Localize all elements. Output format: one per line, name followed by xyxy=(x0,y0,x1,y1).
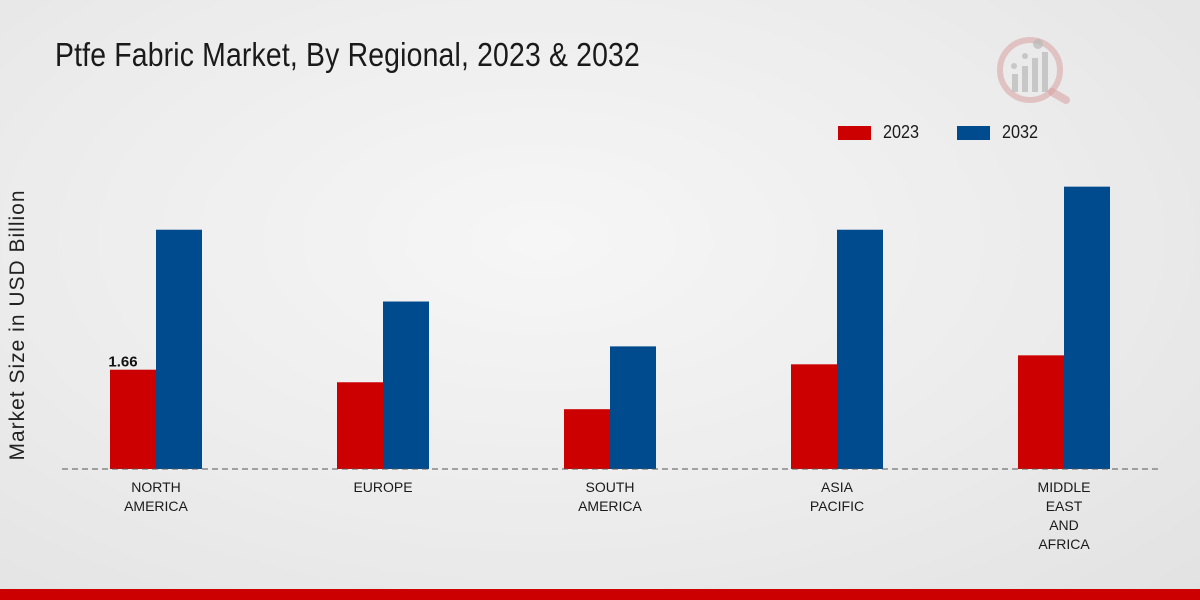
legend-label-2023: 2023 xyxy=(883,122,920,142)
brand-logo-icon xyxy=(997,37,1070,104)
bar-2023-2[interactable] xyxy=(337,382,383,469)
bar-2023-4[interactable] xyxy=(791,364,837,469)
x-tick-label-line: AMERICA xyxy=(578,498,642,514)
legend-swatch-2023 xyxy=(838,125,871,140)
x-tick-label: EUROPE xyxy=(353,479,412,495)
x-tick-label-line: EUROPE xyxy=(353,479,412,495)
bar-2032-3[interactable] xyxy=(610,346,656,469)
x-tick-label-line: EAST xyxy=(1046,498,1083,514)
x-tick-label-line: PACIFIC xyxy=(810,498,864,514)
x-tick-label-line: SOUTH xyxy=(586,479,635,495)
bar-2032-2[interactable] xyxy=(383,301,429,469)
x-tick-label-line: AMERICA xyxy=(124,498,188,514)
chart-legend: 2023 2032 xyxy=(838,122,1076,143)
bar-2032-1[interactable] xyxy=(156,229,202,469)
x-tick-label: MIDDLE EAST AND AFRICA xyxy=(1038,479,1091,552)
x-tick-label: ASIA PACIFIC xyxy=(810,479,864,514)
legend-item-2023[interactable]: 2023 xyxy=(838,122,923,143)
x-tick-label: NORTH AMERICA xyxy=(124,479,188,514)
x-tick-label-line: MIDDLE xyxy=(1038,479,1091,495)
x-tick-label: SOUTH AMERICA xyxy=(578,479,642,514)
bar-2023-5[interactable] xyxy=(1018,355,1064,469)
bar-2023-3[interactable] xyxy=(564,409,610,469)
x-tick-label-line: ASIA xyxy=(821,479,854,495)
legend-item-2032[interactable]: 2032 xyxy=(957,122,1042,143)
footer-accent-bar xyxy=(0,589,1200,600)
bar-2032-4[interactable] xyxy=(837,229,883,469)
legend-swatch-2032 xyxy=(957,125,991,140)
x-tick-label-line: AND xyxy=(1049,517,1079,533)
data-label: 1.66 xyxy=(108,354,137,371)
chart-title: Ptfe Fabric Market, By Regional, 2023 & … xyxy=(55,36,640,73)
x-tick-label-line: NORTH xyxy=(131,479,181,495)
legend-label-2032: 2032 xyxy=(1002,122,1039,142)
bar-2032-5[interactable] xyxy=(1064,186,1110,469)
bar-2023-1[interactable] xyxy=(110,369,156,469)
x-tick-label-line: AFRICA xyxy=(1038,536,1090,552)
